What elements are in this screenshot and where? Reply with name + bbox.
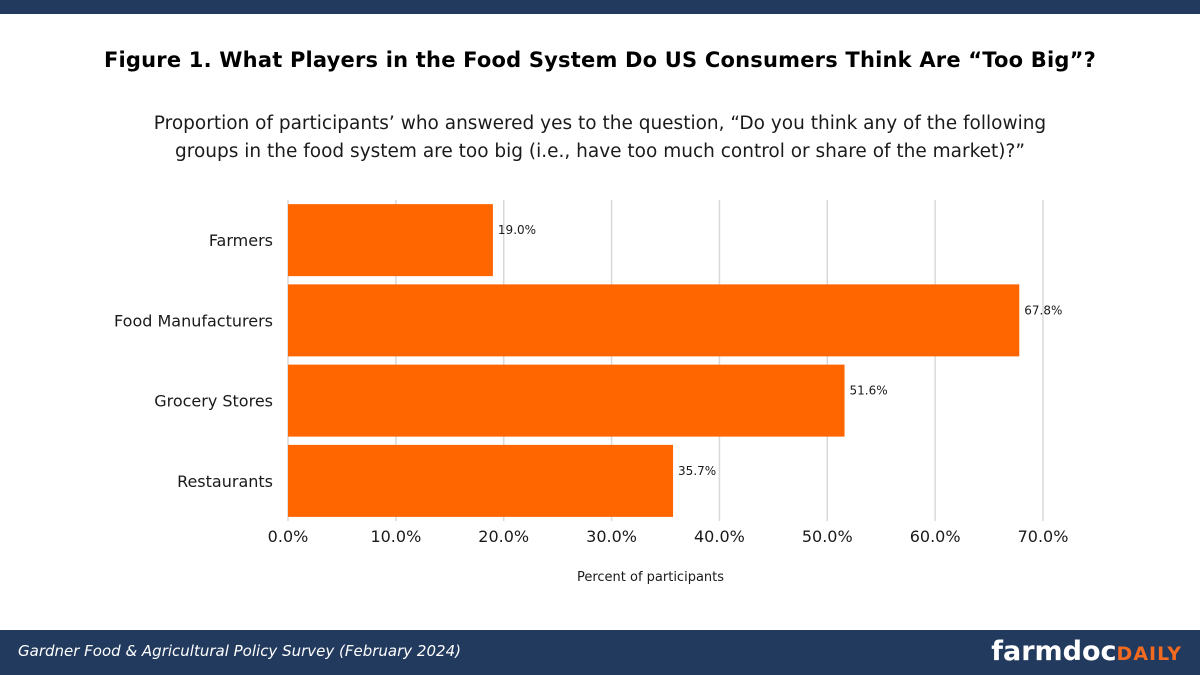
data-label: 35.7% (678, 464, 716, 478)
top-band (0, 0, 1200, 14)
footer-bar: Gardner Food & Agricultural Policy Surve… (0, 630, 1200, 675)
bar-chart: 0.0% 10.0% 20.0% 30.0% 40.0% 50.0% 60.0% 70.0% F… (114, 200, 1068, 585)
data-label: 51.6% (850, 384, 888, 398)
bar (288, 444, 674, 517)
labels: 0.0% 10.0% 20.0% 30.0% 40.0% 50.0% 60.0% 70.0% F… (114, 223, 1068, 585)
x-tick-label: 70.0% (1018, 527, 1069, 546)
chart-subtitle: Proportion of participants’ who answered… (150, 110, 1050, 166)
bar (288, 284, 1020, 357)
farmdoc-daily-logo: farmdoc DAILY (991, 636, 1182, 670)
data-label: 19.0% (498, 223, 536, 237)
subtitle-line-2: groups in the food system are too big (i… (175, 141, 1025, 162)
x-tick-label: 10.0% (370, 527, 421, 546)
category-label: Farmers (209, 231, 273, 250)
bar (288, 364, 845, 437)
category-label: Grocery Stores (154, 392, 273, 411)
x-tick-label: 30.0% (586, 527, 637, 546)
data-label: 67.8% (1024, 303, 1062, 317)
x-axis-title: Percent of participants (577, 570, 724, 585)
x-tick-label: 20.0% (478, 527, 529, 546)
subtitle-line-1: Proportion of participants’ who answered… (153, 113, 1047, 134)
source-note: Gardner Food & Agricultural Policy Surve… (18, 642, 461, 660)
category-label: Restaurants (177, 472, 273, 491)
bar (288, 204, 493, 277)
x-tick-label: 50.0% (802, 527, 853, 546)
logo-main-text: farmdoc (991, 636, 1117, 667)
x-tick-label: 40.0% (694, 527, 745, 546)
bars (288, 204, 1020, 517)
category-label: Food Manufacturers (114, 311, 273, 330)
chart-title: Figure 1. What Players in the Food Syste… (103, 48, 1097, 72)
x-tick-label: 60.0% (910, 527, 961, 546)
x-tick-label: 0.0% (268, 527, 309, 546)
logo-accent-text: DAILY (1116, 643, 1182, 665)
